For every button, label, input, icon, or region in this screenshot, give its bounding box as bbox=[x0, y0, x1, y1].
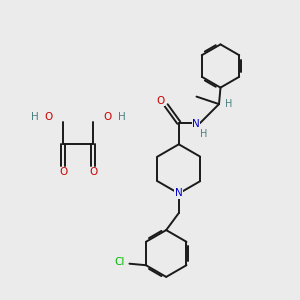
Text: N: N bbox=[175, 188, 183, 199]
Text: H: H bbox=[31, 112, 38, 122]
Text: H: H bbox=[200, 129, 207, 139]
Text: H: H bbox=[118, 112, 125, 122]
Text: O: O bbox=[157, 96, 165, 106]
Text: N: N bbox=[192, 119, 200, 129]
Text: O: O bbox=[103, 112, 112, 122]
Text: O: O bbox=[59, 167, 67, 177]
Text: O: O bbox=[44, 112, 53, 122]
Text: O: O bbox=[89, 167, 97, 177]
Text: Cl: Cl bbox=[115, 257, 125, 267]
Text: H: H bbox=[225, 99, 232, 109]
